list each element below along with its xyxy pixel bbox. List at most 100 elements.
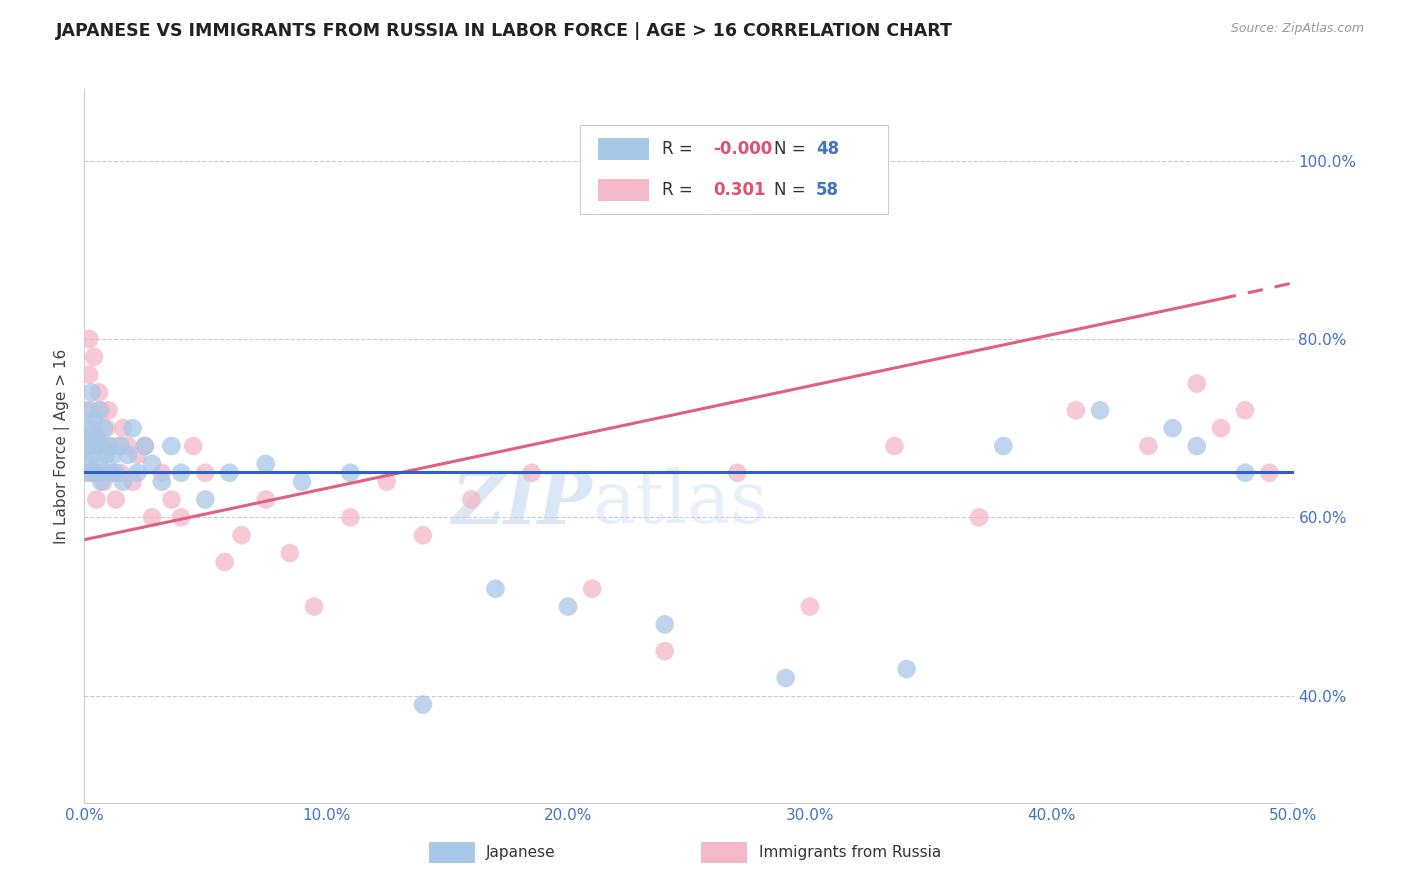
Point [134, 439, 156, 453]
Point [87, 403, 110, 417]
Point [86, 466, 108, 480]
Point [1185, 376, 1208, 391]
Point [80, 466, 103, 480]
Text: Source: ZipAtlas.com: Source: ZipAtlas.com [1230, 22, 1364, 36]
Point [896, 662, 918, 676]
Point [77, 457, 100, 471]
Point [291, 475, 314, 489]
Point [134, 439, 156, 453]
Text: N =: N = [773, 140, 810, 158]
Point [127, 448, 149, 462]
Point [214, 555, 236, 569]
Point [254, 492, 277, 507]
Point [557, 599, 579, 614]
Point [254, 457, 277, 471]
Point [194, 466, 217, 480]
FancyBboxPatch shape [702, 842, 747, 863]
Point [412, 698, 434, 712]
Point [460, 492, 482, 507]
Point [87, 457, 110, 471]
Point [883, 439, 905, 453]
Point [218, 466, 240, 480]
Point [110, 466, 132, 480]
Point [654, 617, 676, 632]
Text: Japanese: Japanese [486, 846, 555, 860]
Y-axis label: In Labor Force | Age > 16: In Labor Force | Age > 16 [55, 349, 70, 543]
Point [194, 492, 217, 507]
Point [127, 466, 149, 480]
FancyBboxPatch shape [599, 138, 650, 160]
Point [1137, 439, 1160, 453]
Point [121, 475, 143, 489]
Point [77, 421, 100, 435]
Point [104, 492, 127, 507]
Text: Immigrants from Russia: Immigrants from Russia [759, 846, 942, 860]
Point [100, 439, 122, 453]
Point [1088, 403, 1111, 417]
Text: R =: R = [662, 140, 699, 158]
Text: atlas: atlas [592, 467, 768, 539]
Point [112, 475, 135, 489]
Point [83, 421, 105, 435]
Point [97, 403, 120, 417]
FancyBboxPatch shape [581, 125, 889, 214]
Point [83, 412, 105, 426]
Point [107, 439, 129, 453]
Point [87, 439, 110, 453]
Point [1234, 403, 1257, 417]
Point [93, 475, 115, 489]
Text: JAPANESE VS IMMIGRANTS FROM RUSSIA IN LABOR FORCE | AGE > 16 CORRELATION CHART: JAPANESE VS IMMIGRANTS FROM RUSSIA IN LA… [56, 22, 953, 40]
Text: 58: 58 [815, 181, 839, 199]
Point [150, 466, 173, 480]
Text: 0.301: 0.301 [713, 181, 766, 199]
Point [150, 475, 173, 489]
Point [103, 466, 125, 480]
Point [112, 421, 135, 435]
Point [103, 448, 125, 462]
Point [412, 528, 434, 542]
Point [94, 448, 117, 462]
Point [160, 492, 183, 507]
Point [799, 599, 821, 614]
Point [76, 403, 98, 417]
Point [181, 439, 204, 453]
Point [170, 466, 193, 480]
Point [339, 466, 361, 480]
Point [1209, 421, 1232, 435]
Point [654, 644, 676, 658]
Point [93, 421, 115, 435]
Point [484, 582, 506, 596]
Point [1185, 439, 1208, 453]
Text: N =: N = [773, 181, 810, 199]
Point [117, 448, 139, 462]
Point [90, 439, 112, 453]
Point [77, 466, 100, 480]
Point [94, 421, 117, 435]
Point [93, 439, 115, 453]
FancyBboxPatch shape [599, 179, 650, 201]
Text: 48: 48 [815, 140, 839, 158]
Point [104, 466, 127, 480]
Point [339, 510, 361, 524]
Point [231, 528, 253, 542]
Text: -0.000: -0.000 [713, 140, 772, 158]
Point [278, 546, 301, 560]
Point [110, 439, 132, 453]
Point [77, 368, 100, 382]
Point [141, 510, 163, 524]
Point [375, 475, 398, 489]
Point [90, 466, 112, 480]
Point [76, 466, 98, 480]
Point [1064, 403, 1087, 417]
Point [302, 599, 325, 614]
Point [117, 439, 139, 453]
Point [83, 439, 105, 453]
Point [86, 466, 108, 480]
Point [76, 439, 98, 453]
Point [87, 385, 110, 400]
Point [1161, 421, 1184, 435]
Point [86, 492, 108, 507]
Point [121, 421, 143, 435]
Point [725, 466, 748, 480]
Text: R =: R = [662, 181, 699, 199]
